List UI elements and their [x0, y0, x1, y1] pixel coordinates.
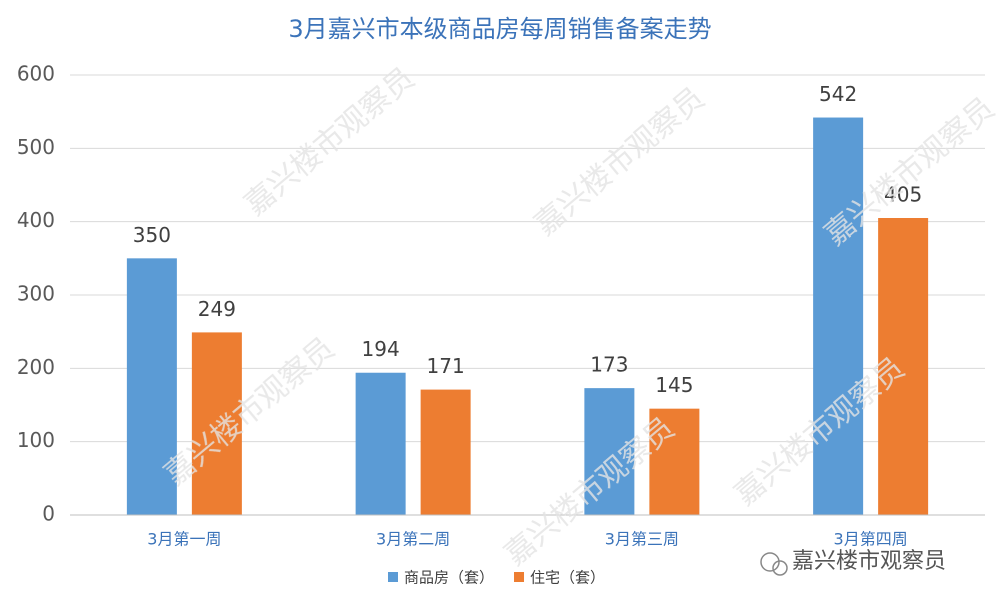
plot: 0 100 200 300 400 500 600 3月第一周 350 249 3月第二周 194 17…: [17, 62, 985, 587]
x-tick-label: 3月第二周: [376, 530, 450, 549]
bar: [878, 218, 929, 515]
y-tick-label: 600: [17, 62, 55, 86]
data-label: 350: [133, 223, 171, 247]
legend-label: 住宅（套）: [530, 569, 605, 587]
x-tick-label: 3月第三周: [605, 530, 679, 549]
bar: [649, 408, 700, 515]
data-label: 405: [884, 183, 922, 207]
data-label: 171: [427, 354, 465, 378]
data-label: 194: [362, 337, 400, 361]
wechat-icon: [760, 552, 780, 572]
x-tick-label: 3月第一周: [147, 530, 221, 549]
y-tick-label: 300: [17, 282, 55, 306]
source: 嘉兴楼市观察员: [760, 549, 946, 576]
y-tick-label: 200: [17, 355, 55, 379]
y-tick-label: 500: [17, 135, 55, 159]
chart-title: 3月嘉兴市本级商品房每周销售备案走势: [288, 15, 711, 43]
data-label: 173: [590, 353, 628, 377]
legend-label: 商品房（套）: [404, 569, 494, 587]
data-label: 249: [198, 297, 236, 321]
legend-swatch: [514, 572, 525, 582]
bar: [813, 117, 864, 516]
data-label: 542: [819, 82, 857, 106]
bar: [420, 389, 471, 515]
bar: [584, 388, 635, 515]
y-tick-label: 100: [17, 428, 55, 452]
x-tick-label: 3月第四周: [834, 530, 908, 549]
bar: [355, 372, 406, 515]
data-label: 145: [655, 373, 693, 397]
y-tick-label: 400: [17, 208, 55, 232]
wechat-icon: [772, 560, 788, 576]
bar: [126, 258, 177, 515]
y-tick-label: 0: [42, 502, 55, 526]
source-text: 嘉兴楼市观察员: [792, 549, 946, 574]
legend-swatch: [388, 572, 398, 582]
bar: [191, 332, 242, 515]
legend: 商品房（套） 住宅（套）: [388, 569, 605, 587]
